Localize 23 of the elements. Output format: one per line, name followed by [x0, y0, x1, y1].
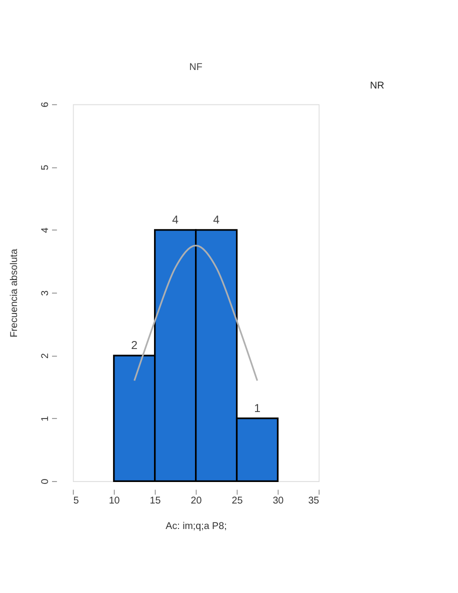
y-tick-label: 2 [40, 353, 51, 359]
y-tick-label: 5 [40, 164, 51, 170]
y-tick-label: 6 [40, 101, 51, 108]
data-label: 4 [213, 214, 220, 226]
x-tick-label: 35 [308, 496, 320, 507]
y-tick-label: 4 [40, 227, 51, 234]
x-tick-label: 20 [190, 496, 202, 507]
data-label: 4 [172, 214, 180, 226]
chart-title: NF [189, 62, 202, 73]
y-tick-label: 0 [40, 478, 51, 484]
x-tick-label: 5 [73, 496, 80, 507]
x-axis-title: Ac: im;q;a P8; [166, 521, 227, 532]
y-axis-title: Frecuencia absoluta [8, 248, 20, 338]
x-tick-label: 25 [232, 496, 244, 507]
y-tick-label: 1 [40, 416, 51, 422]
data-label: 2 [131, 340, 138, 352]
data-label: 1 [254, 402, 260, 415]
x-tick-label: 30 [272, 496, 284, 507]
line-series [134, 244, 258, 382]
x-tick-label: 15 [150, 496, 162, 507]
text: NR [370, 80, 384, 92]
y-tick-label: 3 [40, 290, 51, 296]
x-tick-label: 10 [108, 496, 120, 507]
